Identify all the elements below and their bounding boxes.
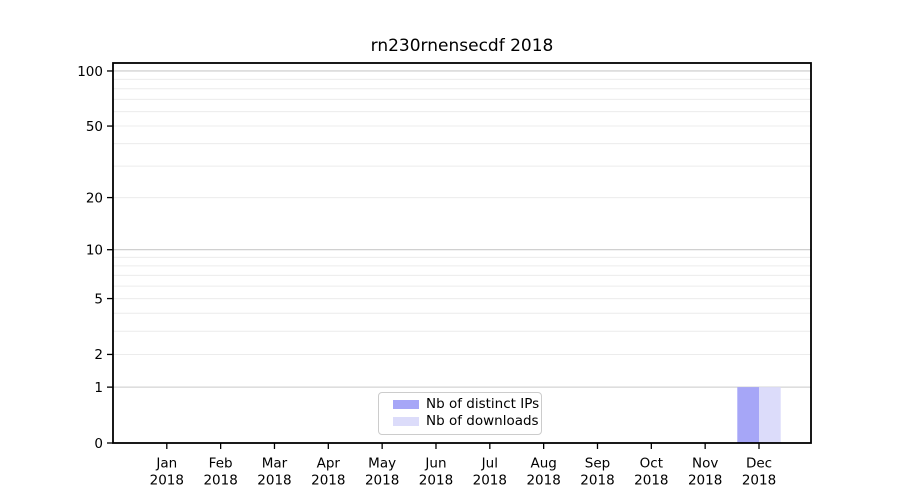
legend-box: Nb of distinct IPs Nb of downloads: [378, 392, 542, 435]
bar: [737, 387, 759, 443]
y-tick-label: 20: [86, 190, 103, 206]
x-tick-label-year: 2018: [634, 473, 668, 489]
y-tick-label: 50: [86, 119, 103, 135]
y-tick-label: 1: [94, 380, 103, 396]
legend-swatch-downloads: [393, 417, 419, 426]
x-tick-label-month: Mar: [262, 456, 288, 472]
x-tick-label-year: 2018: [526, 473, 560, 489]
x-tick-label-year: 2018: [580, 473, 614, 489]
x-tick-label-year: 2018: [688, 473, 722, 489]
x-tick-label-year: 2018: [150, 473, 184, 489]
x-tick-label-month: Oct: [640, 456, 663, 472]
legend-label-distinct-ips: Nb of distinct IPs: [426, 396, 540, 412]
chart-title: rn230rnensecdf 2018: [370, 36, 554, 56]
x-tick-label-month: Sep: [585, 456, 610, 472]
x-tick-label-month: Dec: [746, 456, 772, 472]
x-tick-label-month: Feb: [209, 456, 233, 472]
x-tick-label-year: 2018: [365, 473, 399, 489]
y-tick-label: 10: [86, 243, 103, 259]
x-tick-label-month: Nov: [692, 456, 718, 472]
y-tick-label: 100: [77, 64, 103, 80]
y-tick-label: 2: [94, 347, 103, 363]
x-tick-label-month: Jul: [481, 456, 498, 472]
x-tick-label-year: 2018: [257, 473, 291, 489]
x-tick-label-year: 2018: [419, 473, 453, 489]
x-tick-label-year: 2018: [311, 473, 345, 489]
axes-spines: [112, 62, 812, 444]
x-tick-label-month: May: [368, 456, 396, 472]
x-tick-label-month: Apr: [317, 456, 341, 472]
bar: [759, 387, 781, 443]
x-tick-label-year: 2018: [473, 473, 507, 489]
legend-label-downloads: Nb of downloads: [426, 413, 539, 429]
y-tick-label: 5: [94, 291, 103, 307]
legend-item-distinct-ips: Nb of distinct IPs: [379, 396, 541, 413]
legend-item-downloads: Nb of downloads: [379, 413, 541, 430]
x-tick-label-month: Aug: [530, 456, 556, 472]
x-tick-label-year: 2018: [742, 473, 776, 489]
legend-swatch-distinct-ips: [393, 400, 419, 409]
x-tick-label-month: Jan: [155, 456, 177, 472]
x-tick-label-month: Jun: [424, 456, 446, 472]
y-tick-label: 0: [94, 436, 103, 452]
x-tick-label-year: 2018: [203, 473, 237, 489]
